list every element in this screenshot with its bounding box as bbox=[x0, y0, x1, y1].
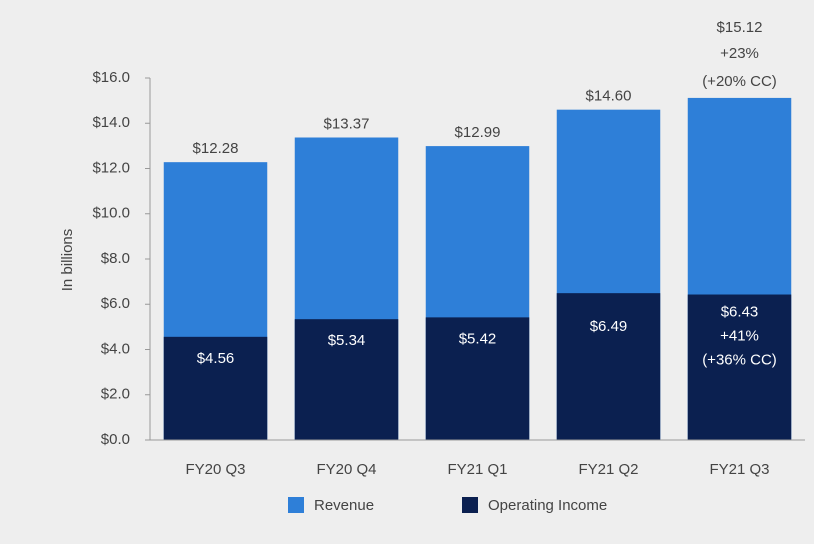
value-label: $12.99 bbox=[455, 124, 501, 141]
y-tick-label: $0.0 bbox=[101, 431, 130, 448]
y-tick-label: $4.0 bbox=[101, 340, 130, 357]
bar bbox=[294, 319, 399, 440]
x-tick-label: FY20 Q3 bbox=[185, 461, 245, 478]
legend-swatch bbox=[288, 497, 304, 513]
legend-label: Revenue bbox=[314, 497, 374, 514]
y-tick-label: $6.0 bbox=[101, 295, 130, 312]
legend-swatch bbox=[462, 497, 478, 513]
bar bbox=[687, 294, 792, 440]
y-tick-label: $10.0 bbox=[92, 205, 130, 222]
annotation: (+20% CC) bbox=[702, 73, 777, 90]
y-tick-label: $14.0 bbox=[92, 114, 130, 131]
value-label: $4.56 bbox=[197, 350, 235, 367]
y-tick-label: $12.0 bbox=[92, 159, 130, 176]
value-label: $15.12 bbox=[717, 19, 763, 36]
x-tick-label: FY21 Q2 bbox=[578, 461, 638, 478]
x-tick-label: FY21 Q1 bbox=[447, 461, 507, 478]
legend-label: Operating Income bbox=[488, 497, 607, 514]
value-label: $5.34 bbox=[328, 332, 366, 349]
annotation: (+36% CC) bbox=[702, 351, 777, 368]
value-label: $5.42 bbox=[459, 330, 497, 347]
bar bbox=[163, 336, 268, 440]
x-tick-label: FY20 Q4 bbox=[316, 461, 376, 478]
annotation: +23% bbox=[720, 45, 759, 62]
value-label: $12.28 bbox=[193, 140, 239, 157]
value-label: $14.60 bbox=[586, 88, 632, 105]
bar bbox=[556, 293, 661, 440]
value-label: $13.37 bbox=[324, 115, 370, 132]
y-tick-label: $8.0 bbox=[101, 250, 130, 267]
value-label: $6.49 bbox=[590, 318, 628, 335]
y-tick-label: $2.0 bbox=[101, 386, 130, 403]
annotation: +41% bbox=[720, 327, 759, 344]
bar bbox=[425, 317, 530, 440]
y-tick-label: $16.0 bbox=[92, 69, 130, 86]
y-axis-label: In billions bbox=[59, 229, 76, 292]
value-label: $6.43 bbox=[721, 303, 759, 320]
x-tick-label: FY21 Q3 bbox=[709, 461, 769, 478]
